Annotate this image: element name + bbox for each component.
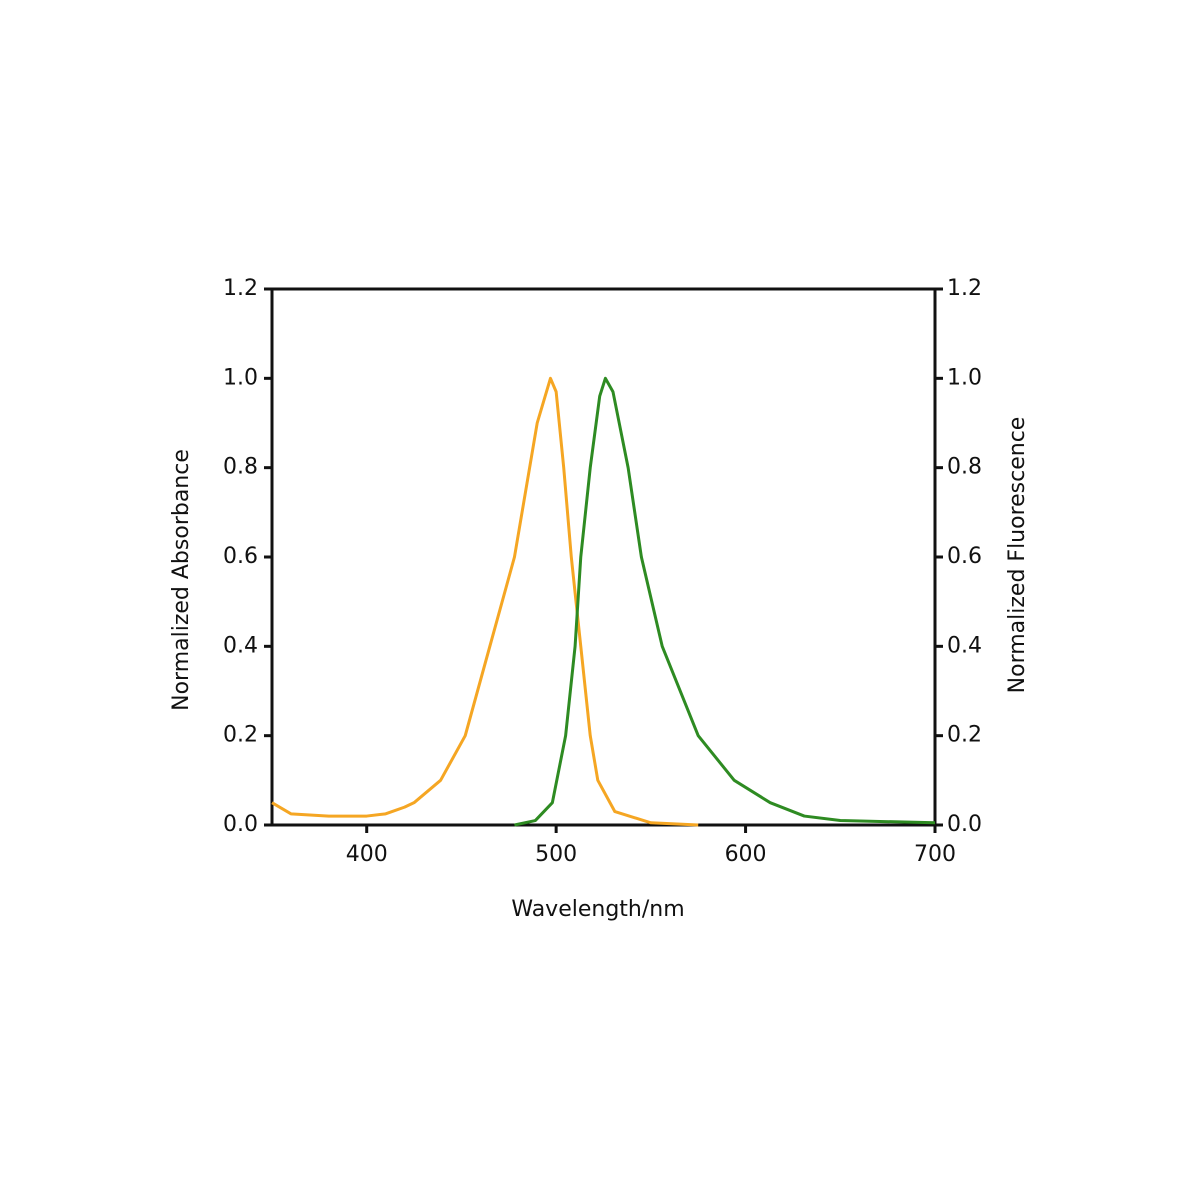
y-tick-label: 0.0 [223,812,258,837]
y2-tick-label: 1.0 [947,365,982,390]
y2-axis-label: Normalized Fluorescence [1005,417,1030,694]
y-axis-label: Normalized Absorbance [169,449,194,711]
y2-tick-label: 0.2 [947,723,982,748]
y-tick-label: 0.8 [223,455,258,480]
y-tick-label: 0.6 [223,544,258,569]
y2-tick-label: 1.2 [947,276,982,301]
y2-tick-label: 0.6 [947,544,982,569]
series-line [271,376,699,827]
x-tick-label: 600 [725,842,767,867]
series-line [514,376,936,827]
plot-frame [270,287,937,827]
y2-tick-label: 0.0 [947,812,982,837]
y-tick-label: 0.4 [223,633,258,658]
y-tick-label: 1.2 [223,276,258,301]
x-tick-label: 500 [535,842,577,867]
y2-tick-label: 0.8 [947,455,982,480]
x-tick-label: 400 [346,842,388,867]
x-axis-label: Wavelength/nm [511,897,684,922]
x-tick-label: 700 [914,842,956,867]
y-tick-label: 1.0 [223,365,258,390]
y-tick-label: 0.2 [223,723,258,748]
y2-tick-label: 0.4 [947,633,982,658]
